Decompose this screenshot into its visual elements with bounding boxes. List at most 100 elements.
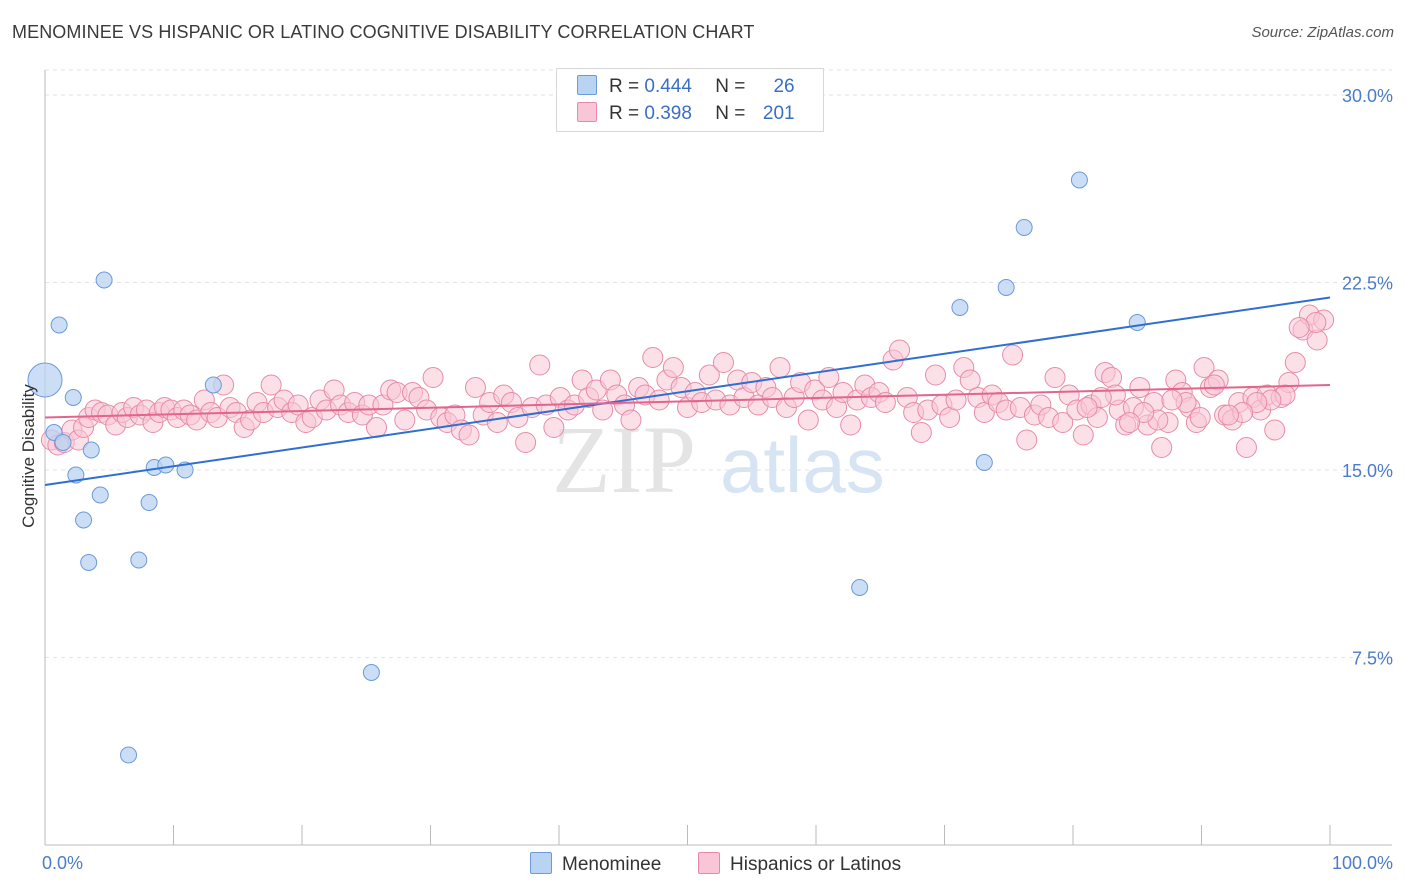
y-tick-label: 30.0% — [1342, 86, 1393, 106]
hispanic-point — [260, 374, 282, 396]
watermark-atlas: atlas — [720, 421, 885, 509]
hispanic-point — [1217, 404, 1239, 426]
x-tick-labels: 0.0% 100.0% — [42, 853, 1393, 873]
hispanic-point — [486, 412, 508, 433]
hispanic-point — [1076, 397, 1098, 418]
hispanic-point — [515, 432, 537, 453]
legend: R = 0.444 N = 26 R = 0.398 N = 201 — [556, 68, 824, 132]
axes — [44, 70, 1392, 846]
legend-r-value: 0.398 — [644, 103, 692, 124]
hispanic-point — [529, 354, 551, 376]
legend-r-label: R = — [609, 103, 640, 124]
bottom-legend-hispanic: Hispanics or Latinos — [698, 852, 901, 876]
hispanic-point — [1189, 407, 1211, 428]
menominee-point — [157, 456, 175, 474]
hispanic-point — [698, 364, 720, 386]
hispanic-point — [1072, 424, 1094, 446]
legend-row-hispanic: R = 0.398 N = 201 — [577, 102, 795, 126]
x-tick-label: 0.0% — [42, 853, 83, 873]
hispanic-point — [1161, 389, 1183, 411]
menominee-point — [204, 376, 222, 394]
hispanic-point — [662, 357, 684, 378]
hispanic-point — [712, 352, 734, 373]
y-axis-label: Cognitive Disability — [19, 384, 38, 528]
legend-n-value: 26 — [773, 76, 795, 97]
menominee-point — [64, 389, 82, 406]
hispanic-point — [769, 357, 791, 378]
hispanic-point — [1016, 429, 1038, 451]
bottom-legend-label: Hispanics or Latinos — [730, 854, 902, 875]
hispanic-point — [458, 424, 480, 446]
hispanic-point — [939, 407, 961, 428]
hispanic-point — [1044, 367, 1066, 388]
menominee-point — [1070, 171, 1088, 189]
menominee-point — [851, 579, 869, 596]
trend-lines — [44, 296, 1331, 486]
hispanic-point — [1284, 352, 1306, 373]
hispanic-point — [1151, 437, 1173, 458]
hispanic-point — [910, 422, 932, 443]
hispanic-point — [1052, 412, 1074, 433]
hispanic-point — [543, 417, 565, 438]
hispanic-point — [945, 389, 967, 411]
chart-title: MENOMINEE VS HISPANIC OR LATINO COGNITIV… — [12, 22, 755, 42]
legend-n-label: N = — [715, 76, 746, 97]
menominee-point — [362, 664, 380, 681]
hispanic-point — [1193, 357, 1215, 378]
y-tick-label: 15.0% — [1342, 461, 1393, 481]
menominee-point — [997, 279, 1015, 296]
menominee-point — [80, 554, 98, 571]
legend-row-menominee: R = 0.444 N = 26 — [577, 75, 795, 99]
hispanic-point — [1203, 374, 1225, 396]
hispanic-point — [874, 392, 896, 413]
y-tick-label: 22.5% — [1342, 274, 1393, 294]
menominee-point — [140, 494, 158, 511]
hispanic-point — [1264, 419, 1286, 441]
y-tick-labels: 7.5% 15.0% 22.5% 30.0% — [1342, 86, 1393, 669]
hispanic-point — [1306, 329, 1328, 351]
menominee-point — [27, 362, 63, 398]
menominee-trend-line — [44, 296, 1331, 486]
menominee-point — [130, 551, 148, 569]
hispanic-point — [1129, 377, 1151, 398]
menominee-swatch — [530, 852, 552, 874]
source-label: Source: ZipAtlas.com — [1251, 24, 1394, 41]
menominee-point — [1015, 219, 1033, 236]
hispanic-point — [642, 347, 664, 368]
menominee-point — [91, 486, 109, 504]
menominee-point — [50, 316, 68, 334]
hispanic-point — [648, 389, 670, 411]
menominee-point — [975, 454, 993, 471]
legend-n-value: 201 — [762, 103, 795, 124]
legend-n-label: N = — [715, 103, 746, 124]
watermark: ZIP atlas — [552, 406, 885, 513]
menominee-point — [120, 746, 138, 764]
menominee-point — [1128, 314, 1146, 331]
hispanic-point — [818, 367, 840, 388]
hispanic-point — [1235, 437, 1257, 458]
hispanic-point — [422, 367, 444, 388]
hispanic-point — [1119, 412, 1141, 433]
hispanic-point — [889, 339, 911, 361]
hispanic-point — [1101, 367, 1123, 388]
hispanic-point — [959, 369, 981, 391]
x-tick-label: 100.0% — [1332, 853, 1393, 873]
hispanic-swatch — [577, 102, 597, 122]
hispanic-point — [840, 414, 862, 436]
legend-r-value: 0.444 — [644, 76, 692, 97]
menominee-point — [54, 434, 72, 451]
bottom-legend-label: Menominee — [562, 854, 662, 875]
hispanic-swatch — [698, 852, 720, 874]
hispanic-point — [925, 364, 947, 386]
y-tick-label: 7.5% — [1352, 649, 1393, 669]
menominee-swatch — [577, 75, 597, 95]
hispanic-point — [1002, 344, 1024, 366]
hispanic-point — [1288, 317, 1310, 338]
hispanic-point — [394, 409, 416, 431]
hispanic-point — [464, 377, 486, 398]
menominee-point — [95, 271, 113, 289]
menominee-point — [951, 299, 969, 316]
hispanic-point — [797, 409, 819, 431]
hispanic-point — [366, 417, 388, 438]
